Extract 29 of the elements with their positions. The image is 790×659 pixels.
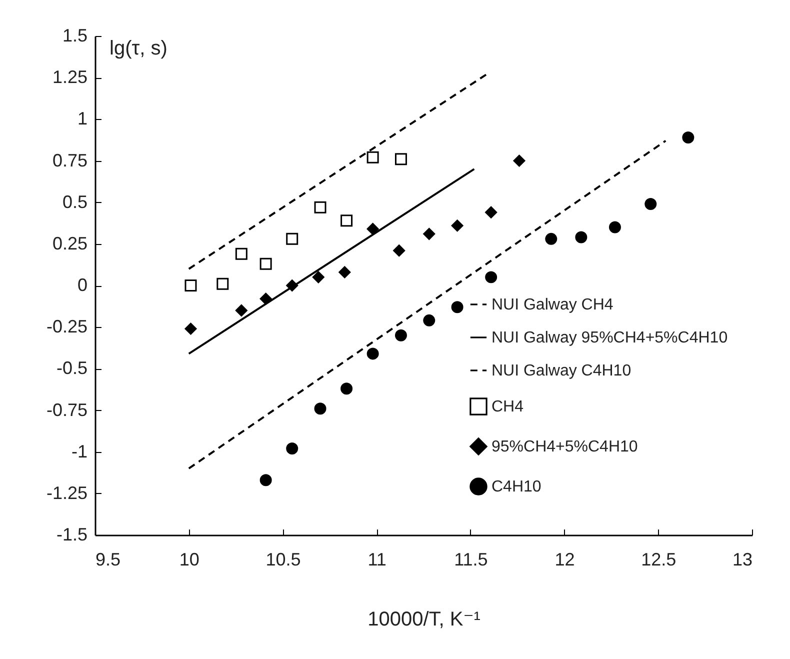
y-tick-label: -0.5 — [56, 358, 88, 378]
x-tick-label: 13 — [732, 550, 752, 570]
y-tick-label: 1 — [77, 108, 88, 129]
x-tick-label: 11 — [368, 550, 386, 570]
legend-label: NUI Galway CH4 — [491, 296, 614, 314]
y-tick-label: 0.5 — [62, 192, 88, 212]
x-axis-title: 10000/T, K⁻¹ — [368, 608, 481, 630]
y-tick-label: -0.75 — [46, 400, 88, 420]
y-axis-title: lg(τ, s) — [110, 38, 168, 60]
y-tick-label: 0 — [77, 275, 88, 295]
y-tick-label: -1.5 — [56, 524, 88, 544]
legend-label: CH4 — [491, 398, 524, 416]
legend-label: NUI Galway 95%CH4+5%C4H10 — [491, 329, 728, 346]
legend-label: C4H10 — [491, 478, 542, 496]
y-tick-label: -1.25 — [46, 482, 88, 503]
legend-label: 95%CH4+5%C4H10 — [491, 438, 638, 456]
x-tick-label: 12 — [554, 550, 575, 570]
y-tick-label: -0.25 — [46, 316, 88, 337]
y-tick-label: 1.25 — [52, 67, 88, 88]
y-tick-label: 1.5 — [62, 26, 88, 46]
x-tick-label: 10.5 — [266, 550, 301, 570]
x-tick-label: 12.5 — [641, 550, 676, 570]
x-tick-label: 10 — [179, 550, 200, 570]
y-tick-label: 0.25 — [52, 233, 88, 254]
y-tick-label: -1 — [71, 441, 88, 462]
x-tick-label: 9.5 — [96, 550, 121, 570]
x-tick-label: 11.5 — [454, 550, 488, 570]
y-tick-label: 0.75 — [52, 150, 88, 170]
legend-label: NUI Galway C4H10 — [491, 362, 632, 380]
